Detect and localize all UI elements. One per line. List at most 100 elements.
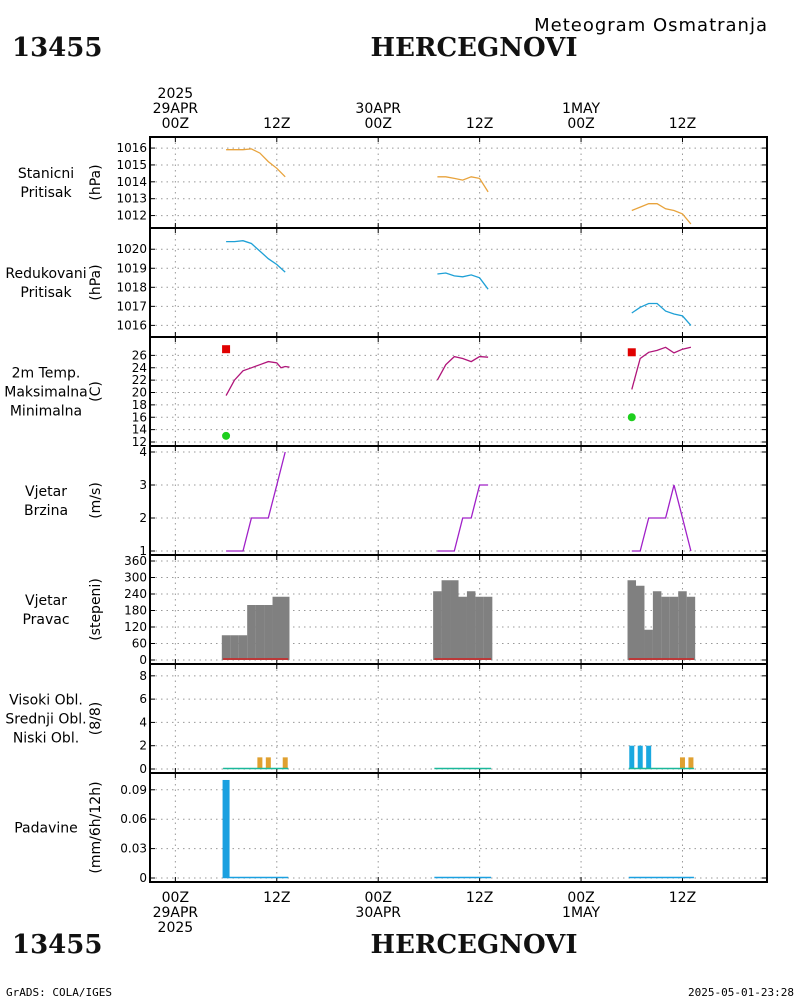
y-tick-label: 4: [139, 715, 147, 729]
tmax-marker: [222, 345, 231, 354]
bar: [686, 596, 696, 660]
time-tick-label: 30APR: [355, 101, 401, 117]
axis-unit-label: (m/s): [88, 482, 104, 519]
panel-frame: [149, 445, 768, 556]
bar: [441, 580, 451, 660]
y-tick-label: 0: [139, 653, 147, 667]
panel-label: 2m Temp.: [12, 366, 81, 382]
panel-label: Brzina: [24, 503, 68, 519]
bar: [637, 745, 643, 769]
bar: [264, 605, 273, 660]
series-line: [225, 360, 290, 396]
y-tick-label: 1: [139, 544, 147, 558]
series-line: [226, 148, 286, 178]
bar: [475, 596, 484, 660]
panel-label: Vjetar: [25, 484, 67, 500]
y-tick-label: 18: [132, 398, 147, 412]
time-tick-label: 00Z: [567, 890, 594, 906]
y-tick-label: 12: [132, 435, 147, 449]
y-tick-label: 180: [124, 604, 147, 618]
bar: [280, 596, 290, 660]
bar: [230, 635, 239, 660]
axis-unit-label: (hPa): [88, 264, 104, 300]
time-tick-label: 1MAY: [562, 905, 600, 921]
axis-unit-label: (stepeni): [88, 578, 104, 641]
panel-label: Minimalna: [10, 404, 82, 420]
y-tick-label: 240: [124, 587, 147, 601]
bar: [679, 757, 685, 769]
y-tick-label: 0.06: [120, 812, 147, 826]
bar: [247, 605, 256, 660]
bar: [646, 745, 652, 769]
bar: [238, 635, 248, 660]
bar: [627, 580, 637, 660]
panel-0: 1012 1013 1014 1015 1016 (hPa) Stanicni Pritisa…: [18, 136, 768, 229]
time-tick-label: 12Z: [669, 116, 696, 132]
bar: [629, 745, 635, 769]
panel-frame: [149, 136, 768, 229]
series-line: [226, 451, 286, 552]
y-tick-label: 8: [139, 669, 147, 683]
time-tick-label: 00Z: [162, 890, 189, 906]
bar: [272, 596, 282, 660]
panel-label: Vjetar: [25, 593, 67, 609]
time-tick-label: 29APR: [153, 101, 199, 117]
axis-unit-label: (8/8): [88, 702, 104, 735]
y-tick-label: 2: [139, 511, 147, 525]
panel-3: 1 2 3 4 (m/s) Vjetar Brzina: [24, 445, 768, 558]
bar: [661, 596, 670, 660]
y-tick-label: 1016: [116, 318, 147, 332]
time-tick-label: 12Z: [466, 890, 493, 906]
bar: [466, 591, 476, 660]
y-tick-label: 1013: [116, 192, 147, 206]
y-tick-label: 16: [132, 410, 147, 424]
series-line: [631, 346, 692, 390]
bar: [644, 629, 653, 660]
panel-label: Padavine: [14, 821, 78, 837]
station-name: HERCEGNOVI: [371, 33, 578, 63]
panel-label: Pritisak: [20, 185, 72, 201]
time-tick-label: 12Z: [669, 890, 696, 906]
panel-label: Maksimalna: [4, 385, 88, 401]
y-tick-label: 2: [139, 739, 147, 753]
time-tick-label: 00Z: [365, 890, 392, 906]
series-line: [437, 272, 489, 290]
panel-6: 0 0.03 0.06 0.09 (mm/6h/12h) Padavine: [14, 772, 768, 885]
y-tick-label: 360: [124, 554, 147, 568]
time-tick-label: 1MAY: [562, 101, 600, 117]
bar: [257, 757, 263, 769]
panel-frame: [149, 772, 768, 883]
y-tick-label: 0: [139, 762, 147, 776]
panel-frame: [149, 663, 768, 774]
series-line: [226, 240, 286, 273]
footer-station-name: HERCEGNOVI: [371, 930, 578, 960]
y-tick-label: 0: [139, 871, 147, 885]
y-tick-label: 1016: [116, 141, 147, 155]
time-tick-label: 12Z: [263, 890, 290, 906]
y-tick-label: 1020: [116, 242, 147, 256]
bar: [458, 596, 467, 660]
y-tick-label: 0.09: [120, 783, 147, 797]
bar: [652, 591, 662, 660]
y-tick-label: 1018: [116, 280, 147, 294]
bar: [450, 580, 459, 660]
tmin-marker: [222, 431, 231, 440]
axis-unit-label: (hPa): [88, 164, 104, 200]
y-tick-label: 1017: [116, 299, 147, 313]
y-tick-label: 6: [139, 692, 147, 706]
time-tick-label: 2025: [158, 86, 194, 102]
tmin-marker: [627, 413, 636, 422]
series-line: [437, 176, 489, 193]
panel-label: Pravac: [22, 612, 69, 628]
series-line: [631, 203, 692, 225]
product-title: Meteogram Osmatranja: [534, 15, 768, 36]
series-line: [436, 355, 489, 381]
y-tick-label: 3: [139, 478, 147, 492]
y-tick-label: 20: [132, 386, 147, 400]
y-tick-label: 26: [132, 348, 147, 362]
axis-unit-label: (C): [88, 381, 104, 402]
bar: [483, 596, 493, 660]
panel-label: Srednji Obl.: [5, 712, 86, 728]
